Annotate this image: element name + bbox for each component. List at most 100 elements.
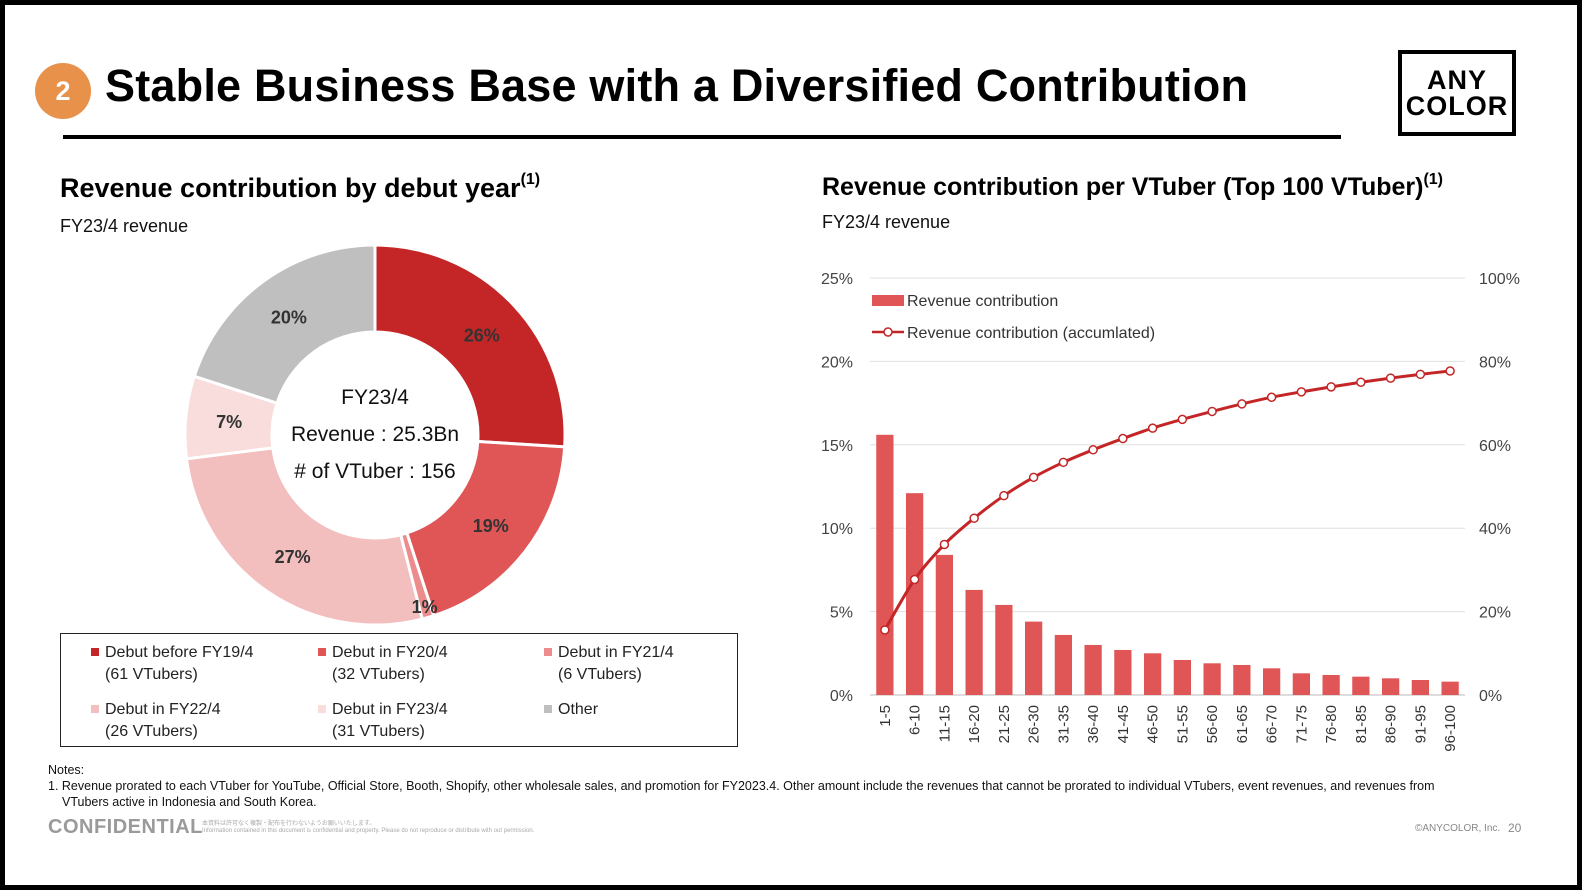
legend-sublabel: (6 VTubers) [558,666,642,683]
line-point [969,513,979,523]
donut-slices [183,243,567,627]
right-y-axis: 0% 20% 40% 60% 80% 100% [1479,271,1520,705]
legend-item: Debut in FY20/4 (32 VTubers) [318,642,448,686]
legend-sublabel: (31 VTubers) [332,723,425,740]
y2-tick-label: 60% [1479,438,1511,455]
bar [1352,676,1370,695]
y2-tick-label: 100% [1479,271,1520,288]
left-y-axis: 0% 5% 10% 15% 20% 25% [821,271,853,705]
bar [1262,668,1281,695]
bar [1054,634,1073,695]
section-number-badge: 2 [35,63,91,119]
line-point [1266,392,1277,403]
x-tick-label: 96-100 [1442,705,1459,752]
legend-sublabel: (26 VTubers) [105,723,198,740]
bar [1203,663,1221,695]
line-point [880,625,890,635]
x-tick-label: 36-40 [1085,705,1102,743]
bar [1143,653,1162,695]
legend-item: Debut in FY23/4 (31 VTubers) [318,699,448,743]
logo-line-2: COLOR [1405,91,1509,121]
bar [1114,649,1132,695]
footnotes: Notes: 1. Revenue prorated to each VTube… [48,762,1548,810]
legend-label: Debut in FY23/4 [332,701,448,718]
x-tick-label: 56-60 [1204,705,1221,743]
y-tick-label: 15% [821,438,853,455]
donut-slice [404,439,567,618]
legend-sublabel: (32 VTubers) [332,666,425,683]
donut-center-revenue: Revenue : 25.3Bn [291,423,459,446]
line-point [1118,433,1128,444]
bar [1024,621,1043,695]
x-tick-label: 1-5 [877,705,894,727]
confidential-mark: CONFIDENTIAL [48,816,203,838]
line-point [1415,369,1426,380]
bar-series [876,434,1459,695]
legend-swatch [544,705,552,713]
legend-label: Other [558,701,599,718]
donut-section-subtitle: FY23/4 revenue [60,216,189,236]
donut-chart: 26% 19% 1% 27% 7% 20% FY23/4 Revenue : 25.3Bn… [183,243,567,627]
donut-slice-label: 26% [464,326,500,346]
line-point [1088,445,1098,455]
note-1: 1. Revenue prorated to each VTuber for Y… [48,779,1435,793]
bar [1381,678,1400,695]
line-point [1207,406,1217,417]
donut-slice-label: 1% [412,597,438,617]
legend-swatch [91,705,99,713]
bar [935,554,954,695]
bar [995,604,1013,695]
donut-title-footnote: (1) [520,171,541,188]
legend-sublabel: (61 VTubers) [105,666,198,683]
donut-labels: 26% 19% 1% 27% 7% 20% [216,307,509,616]
donut-slice-label: 27% [275,547,311,567]
bar [1441,681,1459,695]
bar [1411,679,1430,695]
line-point [1237,399,1247,409]
donut-slice [373,243,567,449]
y-tick-label: 25% [821,271,853,288]
legend-line-marker [883,327,893,337]
bar-title-text: Revenue contribution per VTuber (Top 100… [822,173,1424,201]
line-series [880,366,1455,635]
bar [1084,644,1102,695]
bar [905,493,924,695]
x-tick-label: 16-20 [966,705,983,743]
x-tick-label: 6-10 [907,705,924,735]
legend-item: Debut in FY21/4 (6 VTubers) [544,642,674,686]
bar [1292,673,1311,695]
x-tick-label: 66-70 [1264,705,1281,743]
legend-label: Debut in FY20/4 [332,644,448,661]
line-point [1296,387,1307,397]
line-point [1058,457,1069,468]
legend-swatch [91,648,99,656]
page-number: 20 [1508,821,1522,835]
title-underline [63,135,1341,139]
donut-center-vtuber-count: # of VTuber : 156 [294,460,456,483]
x-tick-label: 71-75 [1293,705,1310,743]
bar [1233,664,1251,695]
line-point [1147,423,1158,433]
x-tick-label: 26-30 [1026,705,1043,743]
donut-center-period: FY23/4 [341,386,409,409]
legend-item: Other [544,699,598,743]
y-tick-label: 10% [821,521,853,538]
donut-slice-label: 7% [216,412,242,432]
y-tick-label: 5% [830,605,853,622]
legend-label: Debut in FY22/4 [105,701,221,718]
donut-legend: Debut before FY19/4 (61 VTubers) Debut in… [60,633,738,747]
legend-label: Debut before FY19/4 [105,644,254,661]
y-tick-label: 0% [830,688,853,705]
legend-label: Debut in FY21/4 [558,644,674,661]
bar [965,589,983,695]
legend-swatch [318,648,326,656]
legend-swatch [544,648,552,656]
anycolor-logo: ANY COLOR [1398,50,1516,136]
bar-section-title: Revenue contribution per VTuber (Top 100… [822,171,1443,202]
copyright: ©ANYCOLOR, Inc. [1415,823,1501,834]
bar [1173,659,1192,695]
y2-tick-label: 0% [1479,688,1502,705]
x-tick-label: 76-80 [1323,705,1340,743]
x-axis: 1-5 6-10 11-15 16-20 21-25 26-30 31-35 36-40 41-… [877,705,1459,752]
logo-line-1: ANY [1426,65,1487,95]
